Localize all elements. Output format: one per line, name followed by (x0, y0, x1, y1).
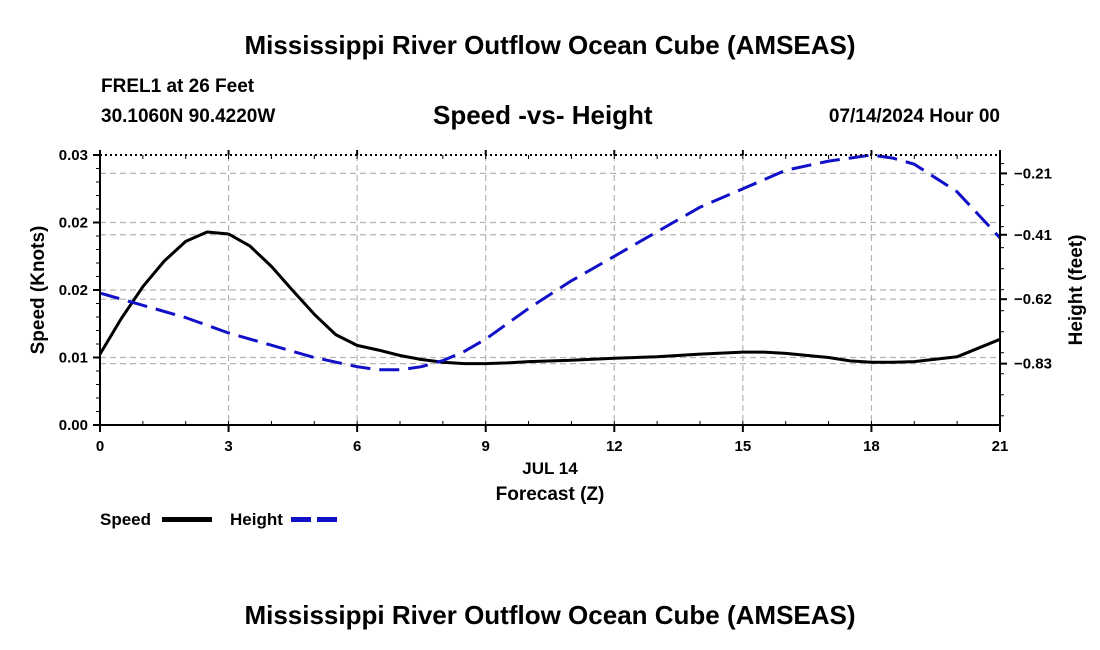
series-layer (98, 153, 1002, 372)
x-tick-label: 0 (96, 438, 104, 455)
legend-height-label: Height (230, 510, 283, 529)
y-axis-left-title: Speed (Knots) (28, 226, 49, 355)
grid-layer (100, 155, 1000, 425)
x-tick-label: 15 (735, 438, 752, 455)
y-left-tick-label: 0.02 (59, 215, 88, 232)
x-tick-label: 9 (482, 438, 490, 455)
x-tick-label: 6 (353, 438, 361, 455)
y-left-tick-label: 0.00 (59, 417, 88, 434)
y-left-tick-label: 0.01 (59, 350, 88, 367)
legend-speed-label: Speed (100, 510, 152, 529)
series-line-height (99, 153, 1002, 372)
x-axis-date-label: JUL 14 (522, 459, 578, 478)
y-axis-right-title: Height (feet) (1066, 235, 1087, 346)
legend-speed-swatch (162, 517, 212, 522)
axes-layer (93, 150, 1007, 432)
station-label: FREL1 at 26 Feet (101, 76, 255, 97)
chart-main-title: Mississippi River Outflow Ocean Cube (AM… (244, 30, 856, 60)
x-tick-label: 21 (992, 438, 1009, 455)
y-left-tick-label: 0.02 (59, 282, 88, 299)
series-line-speed (98, 230, 1001, 366)
x-axis-title: Forecast (Z) (496, 484, 605, 505)
y-left-tick-label: 0.03 (59, 147, 88, 164)
labels-layer: 0 3 6 9 12 15 18 21 0.00 0.01 0.02 0.02 0.03 −0.83 −0.… (28, 147, 1087, 505)
footer-title: Mississippi River Outflow Ocean Cube (AM… (244, 600, 856, 630)
y-right-tick-label: −0.41 (1014, 227, 1052, 244)
station-coordinates: 30.1060N 90.4220W (101, 106, 276, 127)
x-tick-label: 18 (863, 438, 880, 455)
y-right-tick-label: −0.21 (1014, 165, 1052, 182)
chart-subtitle: Speed -vs- Height (433, 100, 653, 130)
y-right-tick-label: −0.62 (1014, 291, 1052, 308)
forecast-date: 07/14/2024 Hour 00 (828, 106, 1000, 127)
x-tick-label: 3 (224, 438, 232, 455)
legend-height-swatch (291, 517, 343, 522)
x-tick-label: 12 (606, 438, 623, 455)
y-right-tick-label: −0.83 (1014, 356, 1052, 373)
